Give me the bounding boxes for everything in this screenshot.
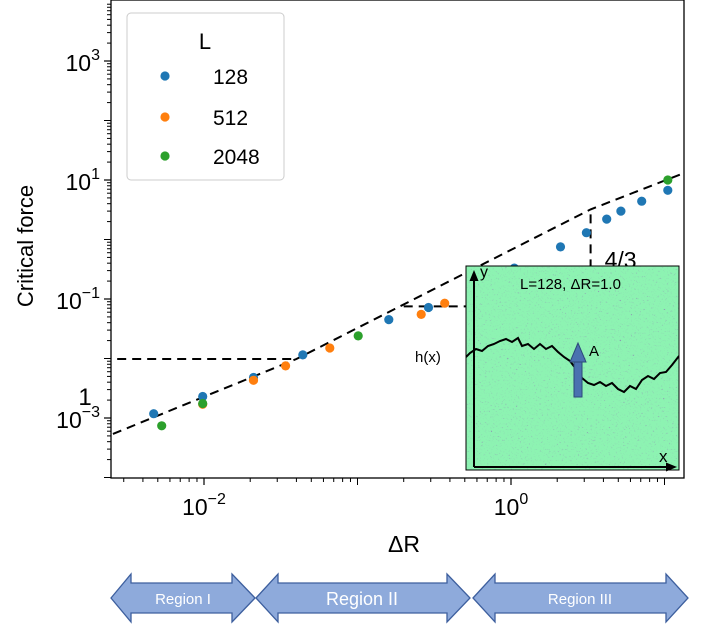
- region-arrow-1: [110, 572, 256, 624]
- point-L128: [52, 447, 61, 456]
- point-L128: [95, 430, 104, 439]
- inset-curve-label: h(x): [415, 349, 441, 366]
- y-axis-label: Critical force: [13, 185, 38, 307]
- point-L128: [423, 302, 434, 313]
- inset-panel: y x L=128, ΔR=1.0 h(x) A: [415, 264, 680, 472]
- y-tick-label: 10−3: [56, 404, 100, 433]
- point-L2048: [157, 421, 167, 431]
- x-tick-label: 10−2: [182, 491, 226, 520]
- point-L128: [663, 185, 673, 195]
- inset-force-arrowhead: [569, 341, 587, 363]
- y-tick-label: 103: [66, 47, 101, 76]
- region-label-2: Region II: [326, 589, 398, 609]
- legend-label-2048: 2048: [213, 146, 260, 169]
- inset-noise-background: [466, 266, 679, 470]
- point-L512: [52, 462, 61, 471]
- point-L512: [416, 309, 426, 319]
- point-L2048: [353, 331, 363, 341]
- point-L128: [555, 242, 566, 252]
- y-tick-label: 101: [66, 166, 101, 195]
- point-L128: [581, 228, 592, 238]
- legend-marker-2048: [160, 151, 170, 161]
- point-L512: [281, 361, 291, 371]
- point-L128: [149, 409, 159, 419]
- x-axis-label: ΔR: [388, 531, 420, 557]
- inset-arrow-label: A: [589, 343, 599, 360]
- legend-label-512: 512: [213, 107, 248, 130]
- point-L128: [602, 214, 612, 224]
- region-arrows: Region I Region II Region III: [110, 572, 689, 624]
- point-L128: [198, 391, 208, 402]
- point-L512: [95, 445, 104, 454]
- point-L128: [637, 196, 647, 206]
- inset-x-arrowhead: [666, 462, 677, 472]
- fit-line: [111, 171, 684, 436]
- point-L2048: [663, 175, 673, 185]
- legend-marker-128: [160, 71, 170, 81]
- region-arrow-2: [255, 572, 471, 624]
- region-arrow-3: [472, 572, 689, 624]
- point-L512: [248, 375, 259, 385]
- point-L512: [325, 343, 335, 353]
- y-tick-label: 10−1: [56, 285, 100, 314]
- legend: L 128 512 2048: [126, 12, 285, 181]
- inset-force-arrow-shaft: [573, 360, 583, 398]
- region-label-1: Region I: [155, 591, 211, 608]
- inset-x-label: x: [659, 447, 668, 466]
- point-L2048: [198, 398, 208, 409]
- x-tick-label: 100: [494, 491, 529, 520]
- legend-marker-512: [160, 112, 170, 122]
- inset-y-arrowhead: [469, 270, 479, 281]
- slope-label-1: 1: [78, 384, 91, 411]
- point-L128: [384, 315, 394, 325]
- point-L512: [440, 298, 450, 308]
- inset-y-label: y: [480, 264, 488, 281]
- region-label-3: Region III: [548, 591, 612, 608]
- point-L2048: [95, 456, 104, 465]
- legend-label-128: 128: [213, 66, 248, 89]
- inset-title: L=128, ΔR=1.0: [520, 276, 621, 293]
- point-L128: [616, 206, 626, 216]
- legend-box: [126, 12, 285, 181]
- legend-title: L: [199, 29, 211, 54]
- point-L128: [298, 350, 308, 360]
